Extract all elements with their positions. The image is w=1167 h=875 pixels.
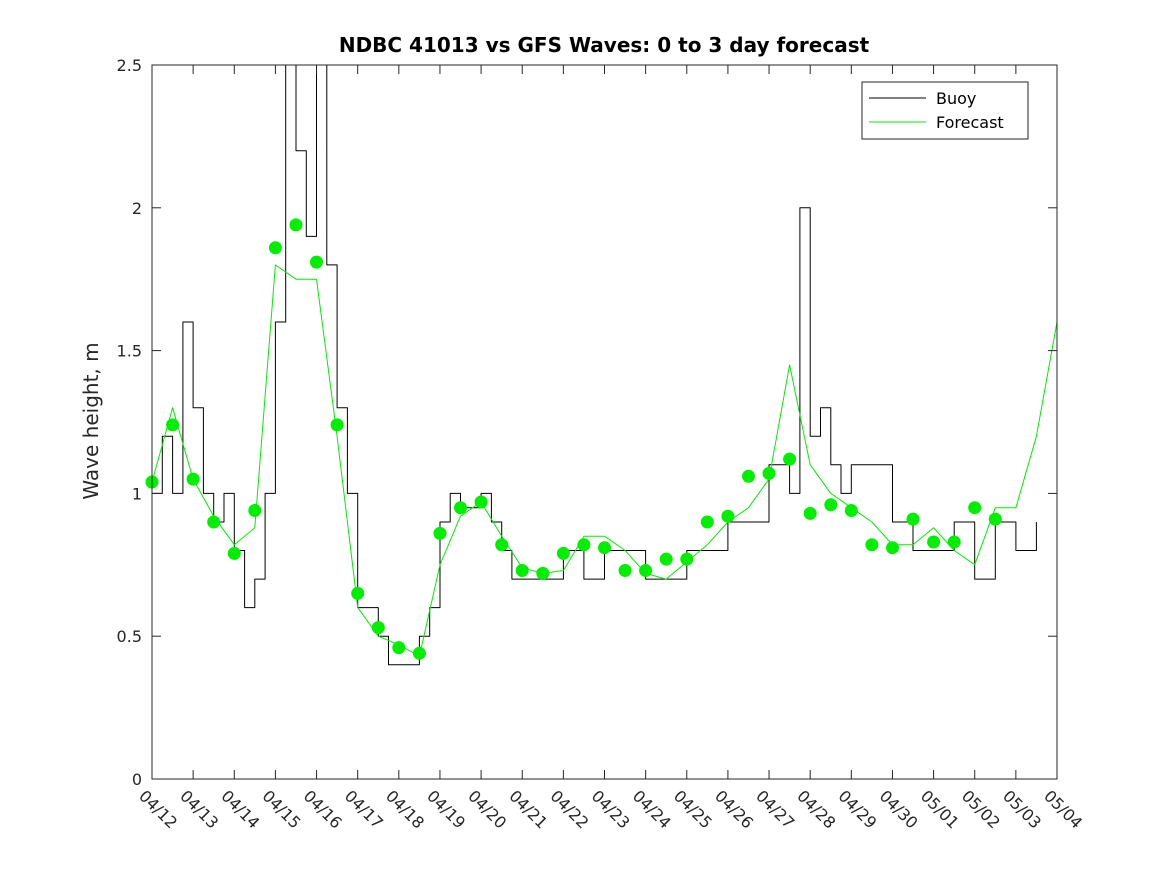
y-tick-label: 2 (132, 199, 142, 218)
x-tick-label: 05/03 (999, 786, 1045, 832)
legend-forecast-label: Forecast (936, 113, 1004, 132)
x-tick-label: 04/23 (588, 786, 634, 832)
forecast-marker (639, 564, 653, 577)
x-tick-label: 04/28 (793, 786, 839, 832)
legend-buoy-label: Buoy (936, 89, 976, 108)
x-tick-label: 04/25 (670, 786, 716, 832)
forecast-marker (289, 218, 303, 232)
x-tick-label: 04/24 (629, 786, 675, 832)
forecast-marker (927, 535, 941, 549)
forecast-marker (515, 564, 529, 577)
x-tick-label: 04/13 (176, 786, 222, 832)
legend: Buoy Forecast (861, 81, 1029, 140)
x-tick-label: 04/18 (382, 786, 428, 832)
forecast-marker (556, 546, 570, 560)
x-tick-label: 04/29 (834, 786, 880, 832)
forecast-marker (803, 506, 817, 520)
forecast-marker (351, 586, 365, 600)
marker-layer (145, 218, 1002, 660)
x-tick-label: 04/12 (135, 786, 181, 832)
y-tick-label: 0.5 (117, 627, 142, 646)
x-tick-label: 04/15 (259, 786, 305, 832)
forecast-marker (433, 526, 447, 540)
chart-title: NDBC 41013 vs GFS Waves: 0 to 3 day fore… (339, 33, 870, 57)
forecast-marker (186, 472, 200, 486)
forecast-marker (906, 512, 920, 526)
forecast-marker (721, 509, 735, 523)
forecast-marker (268, 241, 282, 255)
forecast-marker (392, 641, 406, 655)
forecast-marker (248, 504, 262, 517)
forecast-marker (947, 535, 961, 549)
forecast-marker (886, 541, 899, 555)
x-tick-label: 05/02 (958, 786, 1004, 832)
x-tick-label: 04/19 (423, 786, 469, 832)
y-tick-label: 1.5 (117, 342, 142, 361)
plot-area (152, 65, 1057, 779)
forecast-marker (783, 452, 797, 466)
x-tick-label: 04/14 (217, 786, 263, 832)
x-tick-label: 05/04 (1040, 786, 1086, 832)
forecast-marker (454, 501, 467, 515)
forecast-marker (536, 566, 550, 580)
forecast-marker (598, 541, 611, 555)
forecast-marker (762, 466, 776, 480)
forecast-marker (865, 538, 879, 552)
buoy-series-line (152, 64, 1037, 666)
forecast-marker (577, 538, 591, 552)
forecast-marker (988, 512, 1002, 526)
series-layer (151, 64, 1058, 666)
forecast-marker (207, 515, 221, 529)
x-tick-label: 04/22 (547, 786, 593, 832)
forecast-series-line (151, 264, 1058, 657)
legend-box (861, 81, 1029, 140)
forecast-marker (166, 418, 180, 432)
forecast-marker (310, 255, 323, 269)
x-tick-label: 04/21 (505, 786, 551, 832)
forecast-marker (330, 418, 344, 432)
y-axis: 0 0.5 1 1.5 2 2.5 (117, 56, 1057, 789)
forecast-marker (968, 501, 982, 515)
forecast-marker (618, 564, 632, 577)
forecast-marker (742, 469, 755, 483)
forecast-marker (495, 538, 509, 552)
forecast-marker (844, 504, 858, 517)
forecast-marker (700, 515, 714, 529)
y-tick-label: 2.5 (117, 56, 142, 75)
x-tick-label: 04/27 (752, 786, 798, 832)
x-tick-label: 05/01 (917, 786, 963, 832)
forecast-marker (474, 495, 488, 509)
forecast-marker (659, 552, 673, 566)
forecast-marker (227, 546, 241, 560)
forecast-marker (412, 646, 426, 660)
x-tick-label: 04/16 (300, 786, 346, 832)
y-tick-label: 0 (132, 770, 142, 789)
y-tick-label: 1 (132, 484, 142, 503)
x-tick-label: 04/30 (876, 786, 922, 832)
x-tick-label: 04/20 (464, 786, 510, 832)
x-tick-label: 04/26 (711, 786, 757, 832)
forecast-marker (371, 621, 385, 635)
y-axis-label: Wave height, m (79, 342, 103, 499)
x-tick-label: 04/17 (341, 786, 387, 832)
forecast-marker (824, 498, 838, 512)
forecast-marker (680, 552, 694, 566)
